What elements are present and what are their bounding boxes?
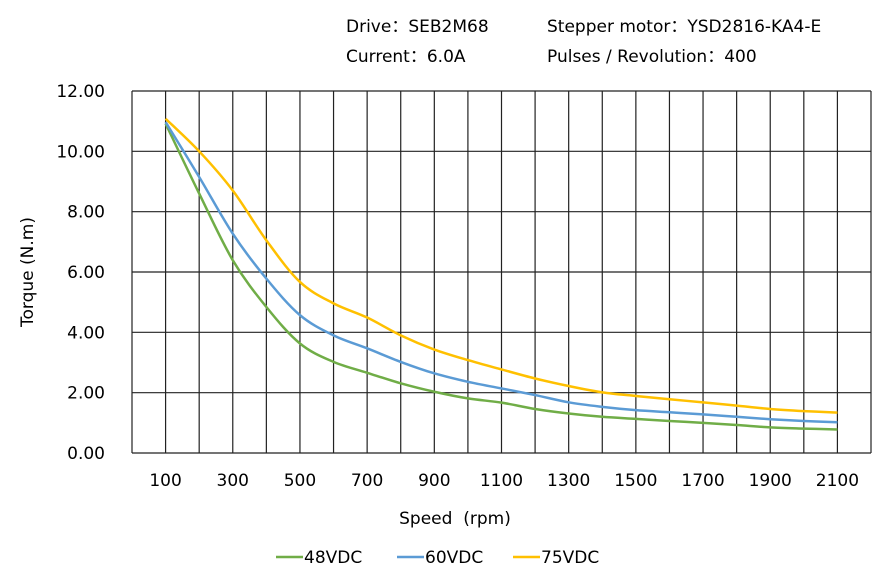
legend-label: 75VDC bbox=[541, 548, 599, 568]
y-axis-label: Torque (N.m) bbox=[18, 217, 38, 328]
legend-label: 48VDC bbox=[304, 548, 362, 568]
y-tick-label: 6.00 bbox=[67, 263, 105, 283]
y-tick-label: 12.00 bbox=[56, 82, 105, 102]
y-tick-label: 8.00 bbox=[67, 203, 105, 223]
x-tick-label: 900 bbox=[418, 471, 450, 491]
x-tick-label: 2100 bbox=[816, 471, 859, 491]
legend-label: 60VDC bbox=[425, 548, 483, 568]
y-tick-label: 2.00 bbox=[67, 384, 105, 404]
y-tick-label: 4.00 bbox=[67, 323, 105, 343]
x-axis-label: Speed (rpm) bbox=[399, 509, 511, 529]
x-tick-label: 100 bbox=[149, 471, 181, 491]
x-tick-label: 700 bbox=[351, 471, 383, 491]
y-tick-label: 10.00 bbox=[56, 142, 105, 162]
x-tick-label: 500 bbox=[284, 471, 316, 491]
x-tick-label: 1500 bbox=[614, 471, 657, 491]
pulses-label: Pulses / Revolution：400 bbox=[547, 47, 757, 67]
series-line-75VDC bbox=[164, 117, 838, 414]
motor-label: Stepper motor：YSD2816-KA4-E bbox=[547, 17, 822, 37]
x-tick-label: 1100 bbox=[480, 471, 523, 491]
x-tick-label: 300 bbox=[217, 471, 249, 491]
current-label: Current：6.0A bbox=[346, 47, 466, 67]
drive-label: Drive：SEB2M68 bbox=[346, 17, 489, 37]
series-line-60VDC bbox=[164, 121, 838, 424]
series-line-48VDC bbox=[164, 123, 838, 431]
y-tick-label: 0.00 bbox=[67, 444, 105, 464]
x-tick-label: 1700 bbox=[681, 471, 724, 491]
x-tick-label: 1900 bbox=[749, 471, 792, 491]
x-tick-label: 1300 bbox=[547, 471, 590, 491]
